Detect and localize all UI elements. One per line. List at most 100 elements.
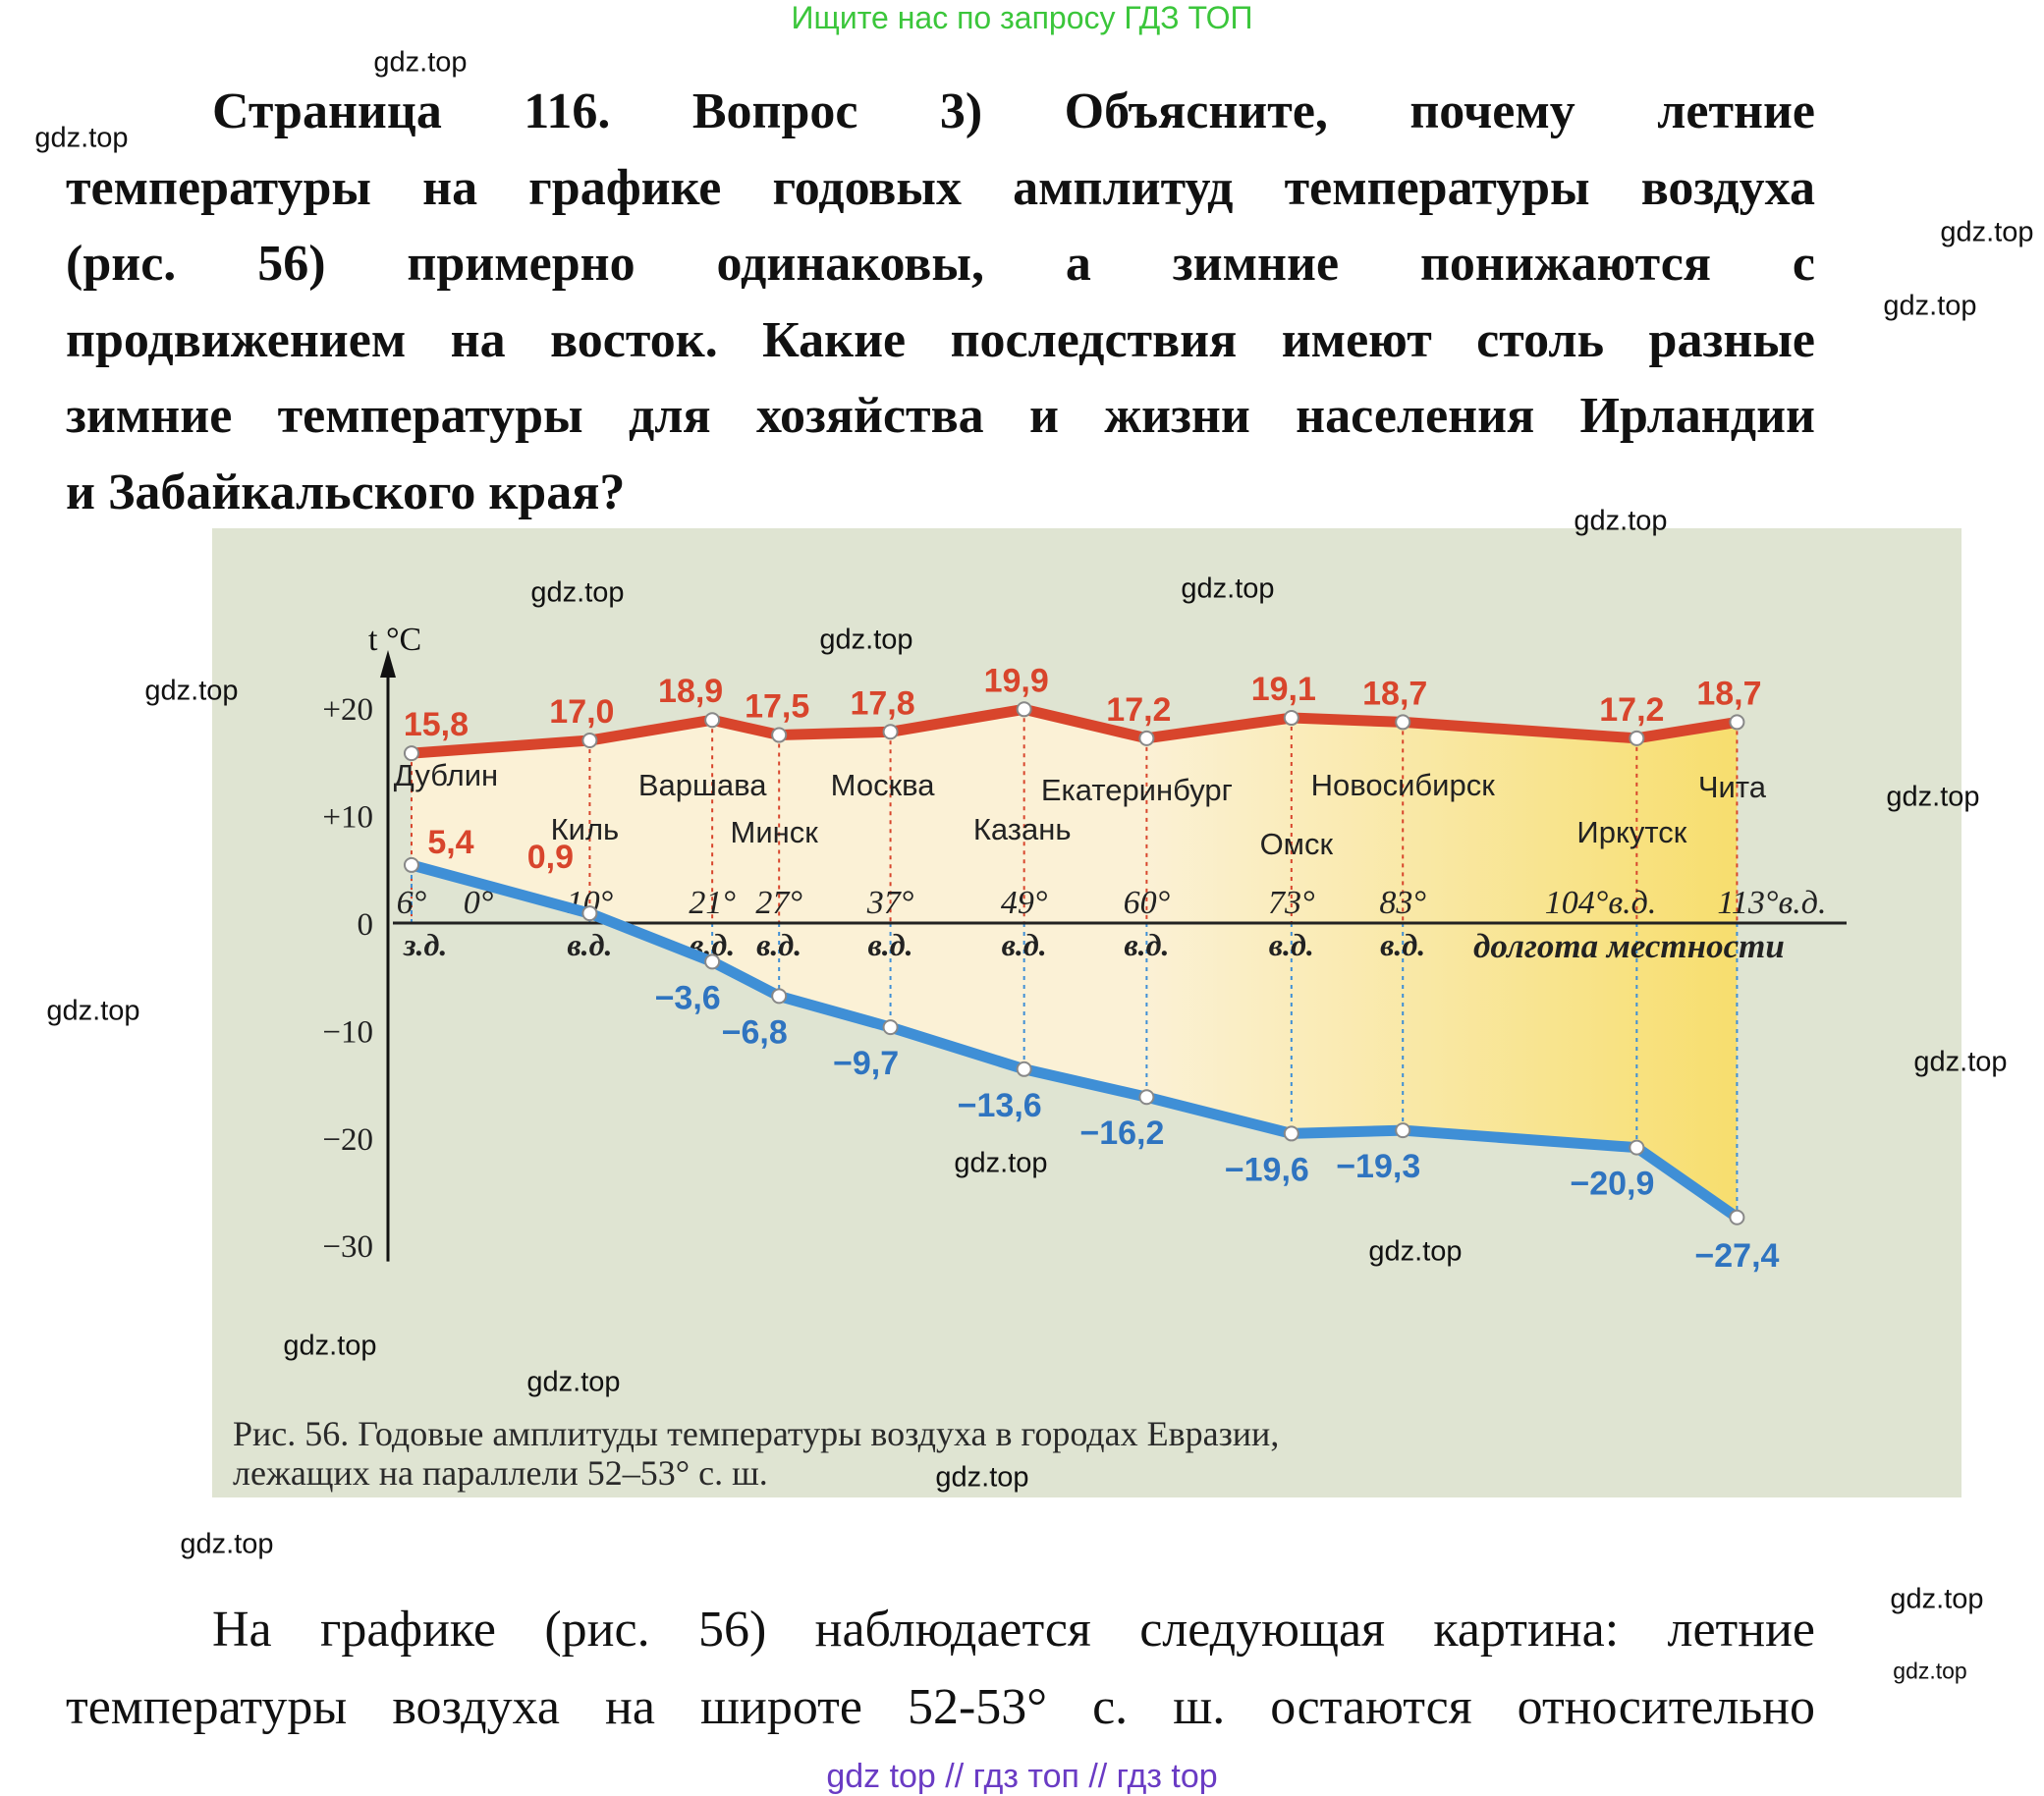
- question-heading: Страница 116. Вопрос 3) Объясните, почем…: [66, 74, 1815, 530]
- summer-value-label: 19,9: [984, 662, 1049, 699]
- winter-value-label: −16,2: [1079, 1115, 1164, 1152]
- answer-line: температуры воздуха на широте 52-53° с. …: [66, 1679, 1815, 1735]
- x-axis-label: долгота местности: [1473, 927, 1785, 965]
- winter-point: [1016, 1061, 1032, 1077]
- watermark: gdz.top: [1890, 1583, 1984, 1615]
- y-tick-label: +20: [322, 692, 373, 728]
- watermark: gdz.top: [526, 1366, 621, 1398]
- winter-point: [1138, 1089, 1155, 1106]
- city-label: Омск: [1260, 827, 1334, 861]
- summer-value-label: 17,2: [1599, 691, 1664, 729]
- amplitude-area: [411, 709, 1738, 1218]
- heading-line: и Забайкальского края?: [66, 463, 626, 520]
- y-tick-label: −10: [322, 1014, 373, 1050]
- y-axis-arrow: [380, 650, 396, 678]
- winter-value-label: −3,6: [655, 979, 721, 1016]
- summer-point: [704, 712, 721, 729]
- top-banner[interactable]: Ищите нас по запросу ГДЗ ТОП: [791, 0, 1253, 35]
- summer-point: [771, 727, 788, 743]
- summer-point: [1138, 730, 1155, 746]
- city-label: Киль: [551, 812, 620, 846]
- heading-line: зимние температуры для хозяйства и жизни…: [66, 388, 1815, 444]
- x-tick-suffix: в.д.: [567, 927, 612, 962]
- city-label: Москва: [831, 768, 936, 802]
- winter-point: [771, 988, 788, 1005]
- y-axis-label: t °C: [368, 622, 421, 658]
- city-label: Чита: [1698, 770, 1767, 804]
- footer-links[interactable]: gdz top // гдз топ // гдз top: [826, 1758, 1218, 1795]
- x-tick-label: 6°: [397, 885, 427, 921]
- watermark: gdz.top: [935, 1461, 1029, 1494]
- winter-point: [1629, 1139, 1645, 1156]
- watermark: gdz.top: [819, 624, 913, 656]
- watermark: gdz.top: [1574, 505, 1668, 537]
- heading-line: (рис. 56) примерно одинаковы, а зимние п…: [66, 236, 1815, 292]
- answer-text: На графике (рис. 56) наблюдается следующ…: [66, 1591, 1815, 1746]
- winter-value-label: −19,6: [1225, 1151, 1309, 1188]
- winter-value-label: −9,7: [833, 1045, 899, 1082]
- watermark: gdz.top: [46, 995, 140, 1027]
- x-tick-suffix: в.д.: [867, 927, 912, 962]
- summer-value-label: 18,9: [658, 673, 723, 710]
- watermark: gdz.top: [180, 1528, 274, 1560]
- winter-point: [1395, 1122, 1411, 1139]
- winter-point: [882, 1019, 899, 1036]
- summer-value-label: 18,7: [1362, 675, 1427, 712]
- summer-value-label: 15,8: [404, 706, 469, 743]
- x-tick-label: 104°в.д.: [1545, 885, 1657, 921]
- summer-point: [1729, 714, 1745, 731]
- city-label: Новосибирск: [1311, 768, 1496, 802]
- x-tick-label: 37°: [866, 885, 914, 921]
- winter-point: [1729, 1209, 1745, 1225]
- winter-point: [403, 856, 419, 873]
- winter-point: [581, 905, 598, 922]
- x-tick-label: 21°: [689, 885, 736, 921]
- winter-value-label: −13,6: [958, 1087, 1042, 1124]
- winter-value-label: −20,9: [1570, 1166, 1654, 1203]
- watermark: gdz.top: [34, 122, 129, 154]
- watermark: gdz.top: [1181, 572, 1275, 605]
- x-tick-suffix: в.д.: [1124, 927, 1169, 962]
- x-tick-label: 49°: [1001, 885, 1048, 921]
- city-label: Екатеринбург: [1041, 773, 1233, 807]
- x-tick-label: 60°: [1124, 885, 1171, 921]
- y-tick-label: +10: [322, 800, 373, 836]
- figure-caption: Рис. 56. Годовые амплитуды температуры в…: [233, 1414, 1279, 1493]
- watermark: gdz.top: [373, 46, 468, 79]
- summer-value-label: 19,1: [1251, 671, 1316, 708]
- summer-value-label: 17,5: [745, 688, 809, 726]
- city-label: Дублин: [394, 758, 498, 792]
- x-tick-suffix: в.д.: [1002, 927, 1047, 962]
- watermark: gdz.top: [144, 675, 239, 707]
- city-label: Варшава: [638, 768, 767, 802]
- watermark: gdz.top: [1940, 216, 2034, 248]
- y-tick-label: 0: [358, 907, 374, 943]
- caption-line: лежащих на параллели 52–53° с. ш.: [233, 1453, 768, 1493]
- x-tick-suffix: в.д.: [1269, 927, 1314, 962]
- winter-value-label: −27,4: [1694, 1237, 1779, 1275]
- summer-point: [1016, 701, 1032, 718]
- x-tick-suffix: з.д.: [403, 927, 447, 962]
- x-tick-suffix: в.д.: [756, 927, 801, 962]
- heading-line: температуры на графике годовых амплитуд …: [66, 159, 1815, 216]
- watermark: gdz.top: [954, 1147, 1048, 1179]
- x-tick-suffix: в.д.: [1380, 927, 1425, 962]
- summer-point: [1283, 710, 1299, 727]
- winter-point: [704, 953, 721, 970]
- x-tick-label: 73°: [1268, 885, 1315, 921]
- summer-value-label: 17,0: [549, 693, 614, 731]
- y-tick-label: −20: [322, 1122, 373, 1158]
- x-tick-label: 27°: [755, 885, 802, 921]
- winter-value-label: 5,4: [427, 824, 473, 861]
- summer-point: [882, 724, 899, 740]
- watermark: gdz.top: [1913, 1046, 2008, 1078]
- x-tick-label: 113°в.д.: [1717, 885, 1826, 921]
- summer-point: [403, 745, 419, 762]
- heading-line: продвижением на восток. Какие последстви…: [66, 311, 1815, 368]
- watermark: gdz.top: [1886, 781, 1980, 813]
- watermark: gdz.top: [530, 576, 625, 609]
- caption-line: Рис. 56. Годовые амплитуды температуры в…: [233, 1414, 1280, 1453]
- winter-value-label: −19,3: [1336, 1148, 1420, 1185]
- summer-point: [581, 733, 598, 749]
